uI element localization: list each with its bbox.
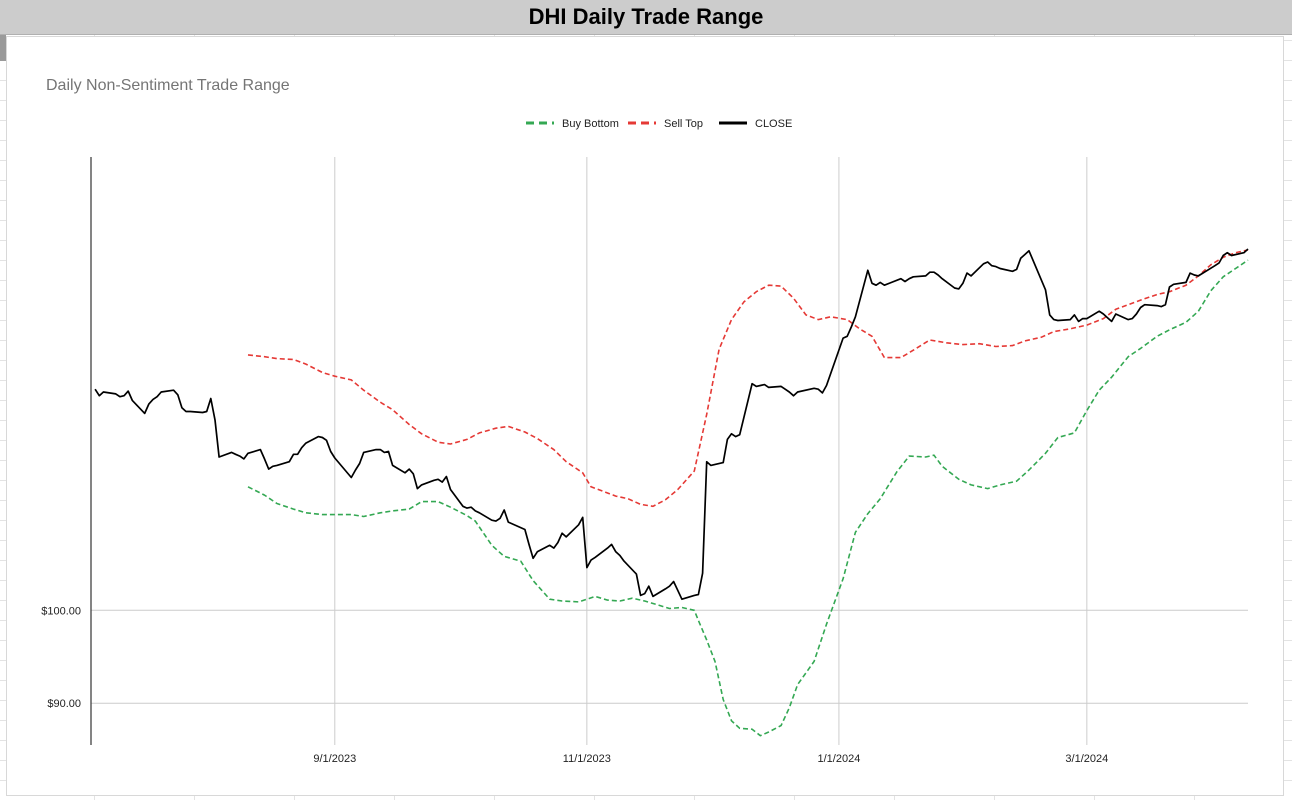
legend-label: Buy Bottom [562,118,619,130]
legend: Buy Bottom Sell Top CLOSE [526,118,792,130]
legend-label: CLOSE [755,118,792,130]
y-tick-label: $100.00 [41,605,81,617]
series-line-sell-top [247,249,1249,508]
line-chart: Daily Non-Sentiment Trade Range Buy Bott… [41,77,1249,765]
series-line-buy-bottom [247,259,1249,737]
series-line-close [94,248,1249,601]
sheet-title: DHI Daily Trade Range [528,4,764,29]
sheet-title-bar: DHI Daily Trade Range [0,0,1292,35]
x-tick-label: 1/1/2024 [818,753,861,765]
chart-subtitle: Daily Non-Sentiment Trade Range [46,77,290,94]
y-tick-label: $90.00 [47,698,81,710]
axis-layer: $100.00 $90.00 9/1/2023 11/1/2023 1/1/2024 3/… [41,157,1108,765]
grid-layer [91,157,1248,745]
x-tick-label: 11/1/2023 [563,753,611,765]
series-layer [94,248,1249,737]
row-resize-handle[interactable] [0,35,6,61]
chart-container[interactable]: Daily Non-Sentiment Trade Range Buy Bott… [6,36,1284,796]
legend-label: Sell Top [664,118,703,130]
x-tick-label: 3/1/2024 [1065,753,1108,765]
x-tick-label: 9/1/2023 [313,753,356,765]
